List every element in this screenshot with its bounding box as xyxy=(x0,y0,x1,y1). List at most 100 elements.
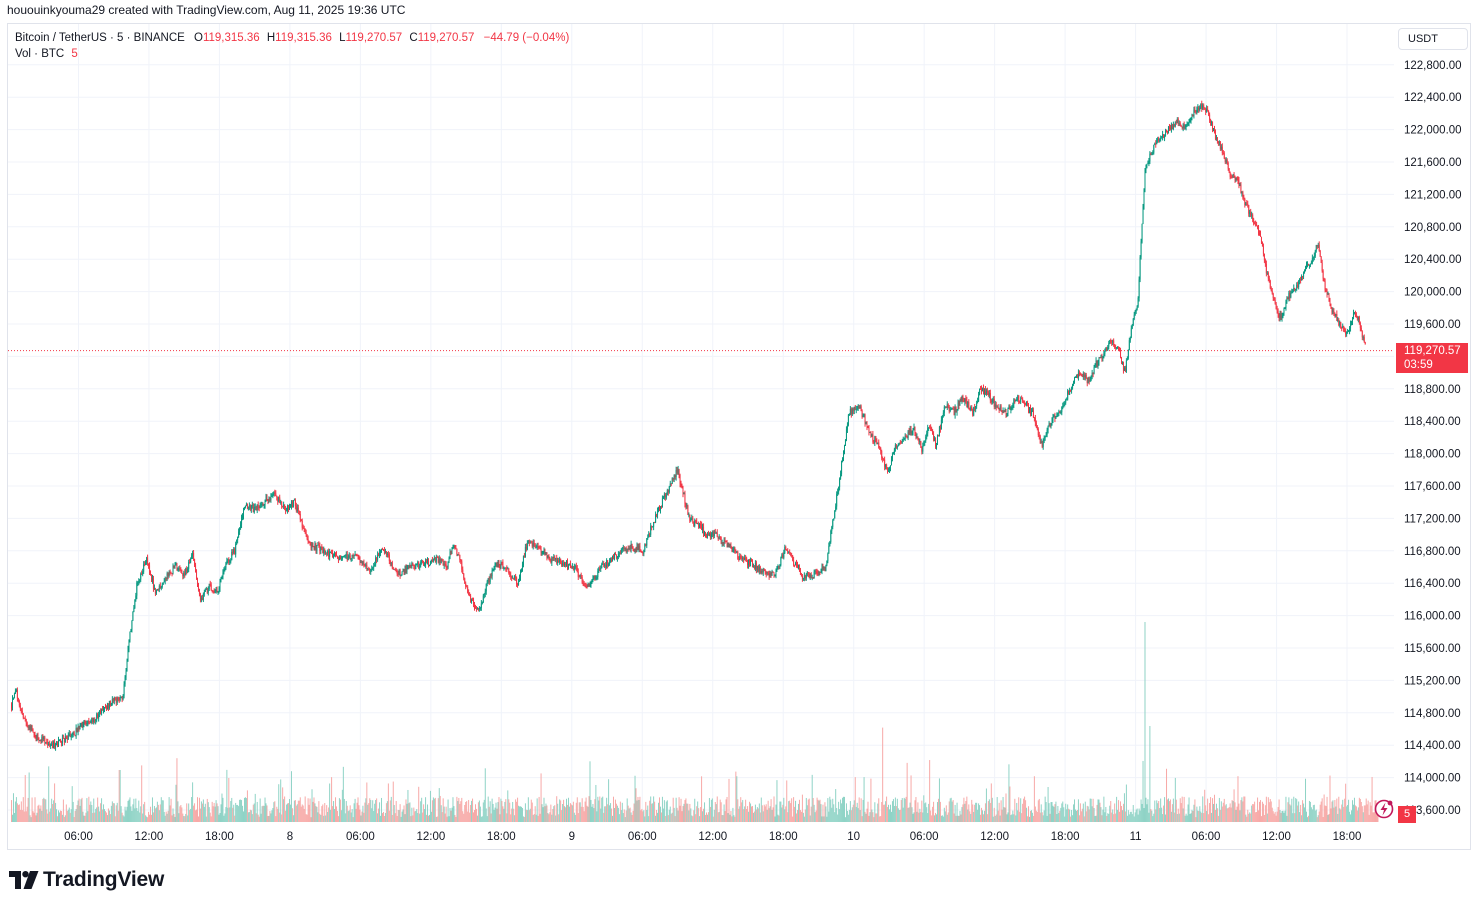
candle-body xyxy=(659,506,661,511)
volume-bar xyxy=(226,769,228,822)
volume-bar xyxy=(333,801,335,822)
candle-body xyxy=(561,562,563,565)
candle-body xyxy=(1121,361,1123,364)
candle-body xyxy=(1282,312,1284,316)
volume-bar xyxy=(972,804,974,822)
candle-body xyxy=(977,401,979,403)
candle-body xyxy=(258,506,260,509)
volume-bar xyxy=(1155,809,1157,822)
volume-bar xyxy=(1303,803,1305,822)
volume-bar xyxy=(1274,811,1276,822)
candle-body xyxy=(1031,410,1033,412)
volume-bar xyxy=(1158,801,1160,822)
volume-bar xyxy=(368,803,370,822)
candle-body xyxy=(811,577,813,579)
candle-body xyxy=(967,402,969,408)
candle-body xyxy=(566,561,568,568)
candle-body xyxy=(891,454,893,459)
candle-body xyxy=(837,492,839,495)
y-tick-label: 122,400.00 xyxy=(1404,92,1462,104)
candle-body xyxy=(890,458,892,466)
volume-bar xyxy=(322,804,324,822)
volume-bar xyxy=(1113,814,1115,822)
candle-body xyxy=(650,526,652,535)
volume-bar xyxy=(1245,814,1247,822)
candle-body xyxy=(1299,278,1301,282)
price-axis[interactable]: 113,600.00114,000.00114,400.00114,800.00… xyxy=(1404,60,1462,817)
volume-bar xyxy=(1038,798,1040,822)
candle-body xyxy=(917,436,919,440)
volume-bar xyxy=(793,797,795,822)
candle-body xyxy=(1236,178,1238,180)
candle-body xyxy=(1251,214,1253,216)
lightning-icon[interactable] xyxy=(1374,799,1394,819)
volume-bar xyxy=(677,810,679,822)
candle-body xyxy=(376,557,378,560)
currency-button[interactable]: USDT xyxy=(1398,28,1468,50)
volume-bar xyxy=(915,797,917,822)
volume-bar xyxy=(379,802,381,822)
candle-body xyxy=(157,588,159,590)
candle-body xyxy=(795,562,797,566)
candle-body xyxy=(937,435,939,437)
volume-bar xyxy=(865,813,867,822)
volume-bar xyxy=(157,804,159,822)
volume-bar xyxy=(913,812,915,822)
volume-bar xyxy=(721,815,723,822)
candle-body xyxy=(1305,268,1307,271)
candle-body xyxy=(46,742,48,743)
volume-bar xyxy=(236,804,238,822)
candle-body xyxy=(1356,316,1358,320)
volume-bar xyxy=(221,793,223,822)
volume-bar xyxy=(240,799,242,822)
candle-body xyxy=(503,567,505,569)
candle-body xyxy=(803,575,805,579)
tradingview-logo[interactable]: TradingView xyxy=(9,868,164,892)
volume-bar xyxy=(859,810,861,822)
legend-volume-label[interactable]: Vol · BTC xyxy=(15,48,65,60)
legend-symbol[interactable]: Bitcoin / TetherUS · 5 · BINANCE xyxy=(15,32,185,44)
candle-body xyxy=(1221,146,1223,153)
candle-body xyxy=(671,478,673,484)
volume-bar xyxy=(138,800,140,822)
volume-bar xyxy=(1044,796,1046,822)
candle-body xyxy=(1085,375,1087,379)
candle-body xyxy=(74,735,76,736)
volume-bar xyxy=(835,789,837,822)
volume-bar xyxy=(1367,800,1369,822)
candle-body xyxy=(1040,441,1042,444)
candle-body xyxy=(386,553,388,555)
volume-bar xyxy=(817,799,819,822)
volume-bar xyxy=(912,813,914,822)
candle-body xyxy=(113,697,115,702)
volume-bar xyxy=(293,800,295,822)
volume-bar xyxy=(627,805,629,822)
volume-bar xyxy=(882,727,884,822)
candle-body xyxy=(1213,128,1215,130)
volume-bar xyxy=(1332,800,1334,822)
candle-body xyxy=(517,584,519,586)
candle-body xyxy=(416,563,418,565)
time-axis[interactable]: 06:00 12:00 18:00 8 06:00 12:00 18:00 9 06:00 12:… xyxy=(64,831,1361,843)
candle-body xyxy=(1345,331,1347,335)
candle-body xyxy=(1101,357,1103,359)
candle-body xyxy=(253,507,255,513)
volume-bar xyxy=(1043,810,1045,822)
volume-bar xyxy=(786,780,788,822)
candle-body xyxy=(224,568,226,570)
candle-body xyxy=(320,546,322,551)
y-tick-label: 117,200.00 xyxy=(1404,513,1461,525)
candle-body xyxy=(1037,428,1039,436)
candle-body xyxy=(1030,411,1032,414)
volume-bar xyxy=(1259,801,1261,822)
volume-bar xyxy=(1376,809,1378,822)
candle-body xyxy=(834,510,836,519)
candle-body xyxy=(876,440,878,444)
volume-bar xyxy=(128,799,130,822)
volume-bar xyxy=(1107,813,1109,822)
volume-bar xyxy=(578,802,580,822)
volume-bar xyxy=(1193,804,1195,822)
candle-body xyxy=(1301,276,1303,281)
candle-body xyxy=(700,524,702,526)
